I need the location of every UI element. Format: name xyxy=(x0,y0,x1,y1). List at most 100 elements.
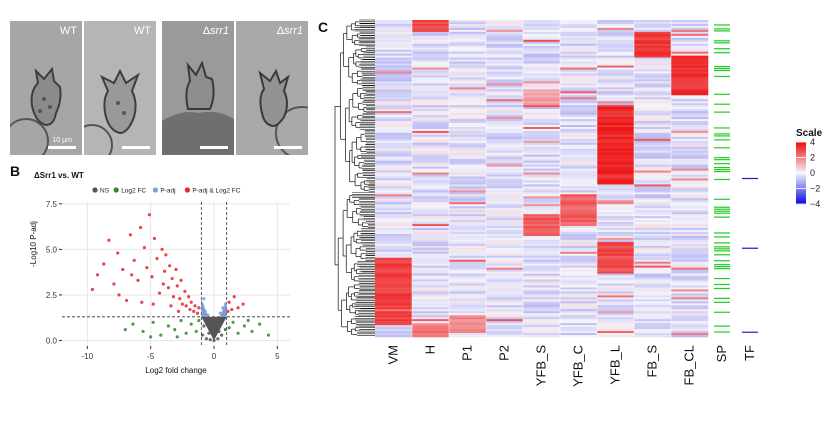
heatmap-cell xyxy=(597,257,635,261)
heatmap-cell xyxy=(449,27,487,31)
heatmap-cell xyxy=(597,20,635,23)
heatmap-cell xyxy=(412,107,450,110)
heatmap-cell xyxy=(597,230,635,233)
heatmap-cell xyxy=(560,53,598,56)
heatmap-cell xyxy=(597,196,635,199)
heatmap-cell xyxy=(523,29,561,33)
heatmap-cell xyxy=(412,204,450,207)
y-axis-label: -Log10 P-adj xyxy=(29,221,38,267)
legend-marker xyxy=(152,187,158,193)
heatmap-cell xyxy=(486,172,524,175)
heatmap-cell xyxy=(597,273,635,276)
heatmap-cell xyxy=(671,303,709,306)
legend-swatch xyxy=(796,177,806,180)
volcano-point xyxy=(231,320,235,324)
heatmap-cell xyxy=(634,144,672,148)
heatmap-cell xyxy=(449,142,487,146)
heatmap-cell xyxy=(634,166,672,169)
heatmap-cell xyxy=(486,121,524,124)
heatmap-cell xyxy=(634,192,672,195)
column-label: YFB_L xyxy=(608,345,623,385)
heatmap-cell xyxy=(671,210,709,213)
volcano-point xyxy=(189,300,193,304)
heatmap-cell xyxy=(486,259,524,263)
heatmap-cell xyxy=(486,23,524,27)
volcano-point xyxy=(95,273,100,277)
heatmap-cell xyxy=(671,33,709,37)
heatmap-cell xyxy=(449,249,487,253)
heatmap-cell xyxy=(671,224,709,227)
heatmap-cell xyxy=(634,21,672,25)
heatmap-cell xyxy=(412,317,450,320)
heatmap-cell xyxy=(671,325,709,328)
heatmap-cell xyxy=(486,176,524,179)
heatmap-cell xyxy=(375,156,413,159)
heatmap-cell xyxy=(671,279,709,282)
heatmap-cell xyxy=(523,323,561,326)
heatmap-cell xyxy=(412,103,450,106)
legend-swatch xyxy=(796,162,806,165)
heatmap-cell xyxy=(412,267,450,270)
heatmap-cell xyxy=(560,33,598,37)
heatmap-cell xyxy=(523,233,561,237)
heatmap-cell xyxy=(375,138,413,142)
volcano-point xyxy=(183,289,187,293)
heatmap-cell xyxy=(449,53,487,56)
heatmap-cell xyxy=(560,271,598,274)
heatmap-cell xyxy=(449,87,487,90)
heatmap-cell xyxy=(597,103,635,106)
heatmap-cell xyxy=(597,281,635,284)
heatmap-cell xyxy=(560,230,598,233)
heatmap-cell xyxy=(449,25,487,29)
heatmap-cell xyxy=(412,142,450,146)
heatmap-cell xyxy=(449,93,487,96)
heatmap-cell xyxy=(560,243,598,247)
heatmap-cell xyxy=(486,184,524,187)
heatmap-cell xyxy=(560,69,598,72)
heatmap-panel: VM H P1 P2 YFB_S YFB_C YFB_L FB_S FB_CL SP TF Scal… xyxy=(334,19,823,387)
heatmap-cell xyxy=(634,293,672,296)
heatmap-cell xyxy=(412,25,450,29)
heatmap-cell xyxy=(671,136,709,140)
heatmap-cell xyxy=(486,233,524,237)
column-label: YFB_C xyxy=(571,345,586,387)
volcano-point xyxy=(227,326,231,330)
heatmap-cell xyxy=(671,222,709,225)
heatmap-cell xyxy=(597,55,635,58)
column-label: FB_CL xyxy=(682,345,697,385)
volcano-point xyxy=(241,302,245,306)
heatmap-cell xyxy=(486,188,524,191)
heatmap-cell xyxy=(449,237,487,241)
heatmap-cell xyxy=(671,192,709,195)
heatmap-cell xyxy=(375,55,413,58)
volcano-point xyxy=(125,298,129,303)
heatmap-cell xyxy=(597,317,635,320)
heatmap-cell xyxy=(560,231,598,235)
heatmap-cell xyxy=(449,126,487,130)
heatmap-cell xyxy=(597,164,635,167)
heatmap-cell xyxy=(597,198,635,201)
heatmap-cell xyxy=(560,216,598,219)
column-label: P2 xyxy=(497,345,512,361)
heatmap-cell xyxy=(597,263,635,266)
heatmap-cell xyxy=(412,37,450,41)
heatmap-cell xyxy=(375,228,413,231)
heatmap-cell xyxy=(486,200,524,203)
heatmap-cell xyxy=(523,23,561,27)
heatmap-cell xyxy=(523,216,561,219)
y-tick-label: 7.5 xyxy=(46,200,58,209)
heatmap-cell xyxy=(597,21,635,25)
heatmap-cell xyxy=(560,283,598,286)
heatmap-cell xyxy=(671,160,709,163)
heatmap-cell xyxy=(412,176,450,179)
heatmap-cell xyxy=(671,243,709,247)
heatmap-cell xyxy=(375,81,413,84)
heatmap-cell xyxy=(523,91,561,94)
heatmap-cell xyxy=(412,119,450,122)
heatmap-cell xyxy=(375,259,413,263)
heatmap-cell xyxy=(449,156,487,159)
heatmap-cell xyxy=(486,105,524,108)
heatmap-cell xyxy=(523,105,561,108)
heatmap-cell xyxy=(375,73,413,76)
heatmap-cell xyxy=(486,178,524,181)
